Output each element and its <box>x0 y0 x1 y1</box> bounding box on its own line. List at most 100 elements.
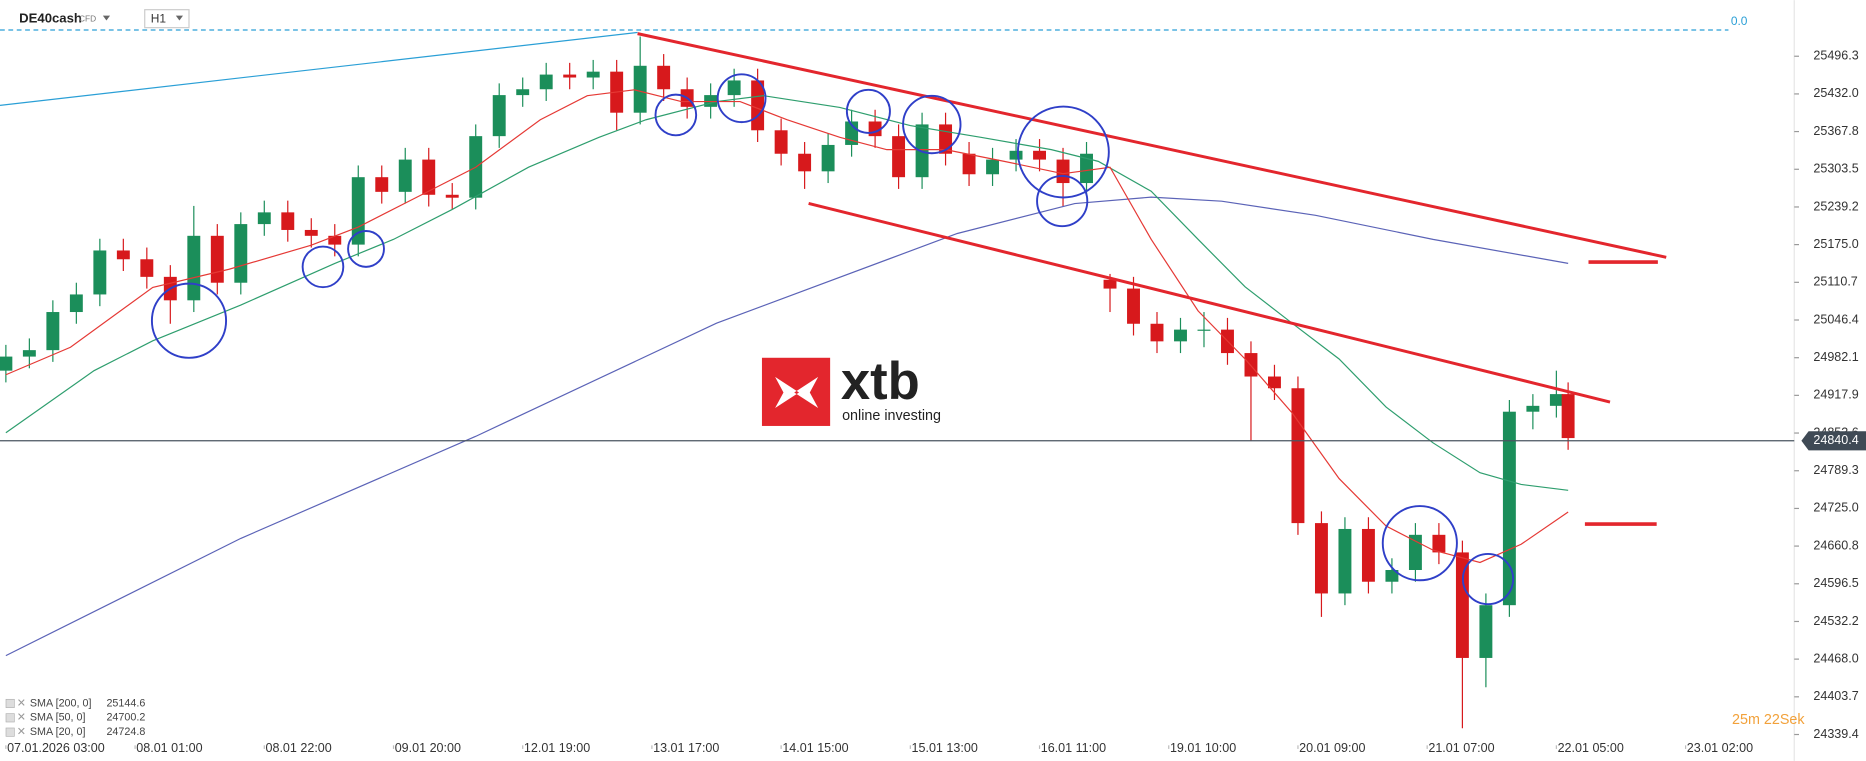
x-tick-label: 22.01 05:00 <box>1558 741 1624 755</box>
candle-body <box>586 71 600 78</box>
legend-close: ✕ <box>17 712 26 724</box>
highlight-circle <box>1381 505 1458 582</box>
candle-body <box>492 95 506 137</box>
highlight-circle <box>150 282 228 359</box>
sma-line <box>5 95 1569 491</box>
trend-line <box>0 31 638 106</box>
symbol-dropdown[interactable] <box>102 15 111 21</box>
candle-body <box>422 159 436 195</box>
y-tick-label: 24339.4 <box>1813 727 1858 741</box>
level-label: 0.0 <box>1731 14 1748 28</box>
candle-body <box>633 65 647 113</box>
candle-body <box>210 235 224 283</box>
y-tick-label: 25046.4 <box>1813 312 1858 326</box>
candle-body <box>1549 394 1563 406</box>
candle-body <box>0 356 13 371</box>
logo-text: xtb <box>841 352 920 411</box>
x-tick-label: 20.01 09:00 <box>1299 741 1365 755</box>
x-tick-label: 12.01 19:00 <box>524 741 590 755</box>
legend-icon[interactable] <box>5 698 15 708</box>
candle-body <box>398 159 412 192</box>
x-tick-label: 21.01 07:00 <box>1428 741 1494 755</box>
legend-value: 25144.6 <box>106 697 145 709</box>
candle-body <box>1502 411 1516 606</box>
highlight-circle <box>1016 105 1110 199</box>
highlight-circle <box>1461 552 1515 606</box>
current-price-tag <box>1801 431 1866 451</box>
candle-body <box>1033 150 1046 160</box>
candle-body <box>1314 523 1328 594</box>
highlight-circle <box>716 73 767 124</box>
candle-body <box>539 74 553 90</box>
legend-icon[interactable] <box>5 727 15 737</box>
candle-body <box>1291 388 1305 524</box>
candle-body <box>140 259 154 277</box>
candle-body <box>375 177 389 192</box>
candle-body <box>22 350 36 357</box>
candle-body <box>116 250 130 260</box>
candle-body <box>69 294 83 313</box>
y-tick-label: 25175.0 <box>1813 237 1858 251</box>
x-tick-label: 13.01 17:00 <box>653 741 719 755</box>
candle-body <box>281 212 295 230</box>
candle-body <box>234 224 248 283</box>
legend-name: SMA [20, 0] <box>30 726 86 738</box>
highlight-circle <box>902 94 962 155</box>
x-tick-label: 08.01 01:00 <box>136 741 202 755</box>
candle-body <box>962 153 976 175</box>
y-tick-label: 24596.5 <box>1813 576 1858 590</box>
legend-close: ✕ <box>17 726 26 738</box>
candle-body <box>46 312 60 351</box>
candle-body <box>1080 153 1093 184</box>
legend-value: 24700.2 <box>106 712 145 724</box>
candle-body <box>1174 329 1187 342</box>
y-tick-label: 25303.5 <box>1813 162 1858 176</box>
candle-body <box>774 130 788 154</box>
current-price-label: 24840.4 <box>1813 433 1858 447</box>
candle-body <box>1479 605 1493 658</box>
candle-body <box>657 65 671 90</box>
y-tick-label: 25432.0 <box>1813 86 1858 100</box>
logo-x <box>775 376 819 409</box>
candle-body <box>445 194 459 198</box>
candle-body <box>1561 394 1575 439</box>
highlight-circle <box>654 93 698 137</box>
x-tick-label: 16.01 11:00 <box>1041 741 1106 755</box>
logo-tagline: online investing <box>842 408 941 424</box>
candle-body <box>1244 353 1258 377</box>
symbol[interactable]: DE40cash <box>19 11 82 26</box>
x-tick-label: 09.01 20:00 <box>395 741 461 755</box>
y-tick-label: 24789.3 <box>1813 463 1858 477</box>
trend-line <box>808 202 1611 404</box>
candle-body <box>328 235 342 245</box>
timeframe[interactable]: H1 <box>151 11 167 25</box>
legend-value: 24724.8 <box>106 726 145 738</box>
x-tick-label: 15.01 13:00 <box>912 741 978 755</box>
sma-line <box>5 196 1569 657</box>
candle-body <box>892 136 906 178</box>
x-tick-label: 23.01 02:00 <box>1687 741 1753 755</box>
candle-body <box>986 159 1000 175</box>
candle-body <box>1150 323 1164 342</box>
candle-body <box>1455 552 1469 658</box>
x-tick-label: 14.01 15:00 <box>782 741 848 755</box>
candle-body <box>563 74 577 78</box>
y-tick-label: 24468.0 <box>1813 651 1858 665</box>
timeframe-box[interactable] <box>144 9 190 29</box>
candle-body <box>257 212 271 225</box>
timeframe-dropdown[interactable] <box>175 15 184 21</box>
legend-icon[interactable] <box>5 713 15 723</box>
candle-body <box>727 80 741 96</box>
countdown: 25m 22Sek <box>1732 712 1805 728</box>
candle-body <box>1432 534 1446 553</box>
sma-line <box>5 89 1569 564</box>
legend-close: ✕ <box>17 697 26 709</box>
y-tick-label: 24917.9 <box>1813 388 1858 402</box>
candle-body <box>1127 288 1140 324</box>
y-tick-label: 24403.7 <box>1813 689 1858 703</box>
candle-body <box>1408 534 1422 571</box>
candle-body <box>351 177 365 245</box>
